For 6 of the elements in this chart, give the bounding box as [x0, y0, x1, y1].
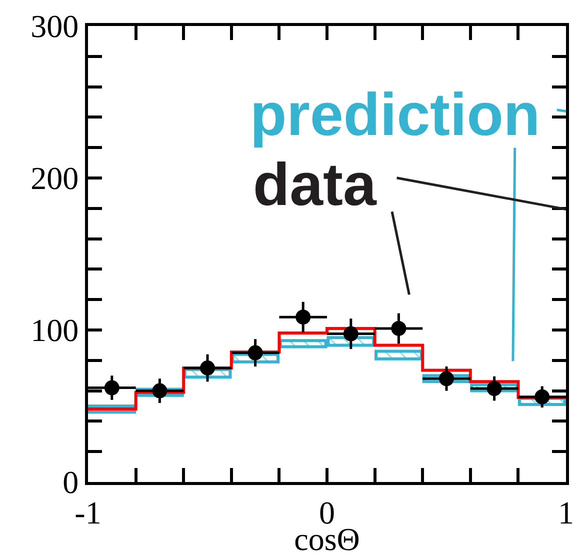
y-tick-label: 300: [30, 8, 79, 44]
annotation: prediction: [250, 81, 540, 148]
y-tick-label: 100: [30, 312, 79, 348]
y-tick-label: 200: [30, 160, 79, 196]
x-tick-label: 1: [558, 494, 574, 530]
annotation: data: [253, 151, 377, 218]
